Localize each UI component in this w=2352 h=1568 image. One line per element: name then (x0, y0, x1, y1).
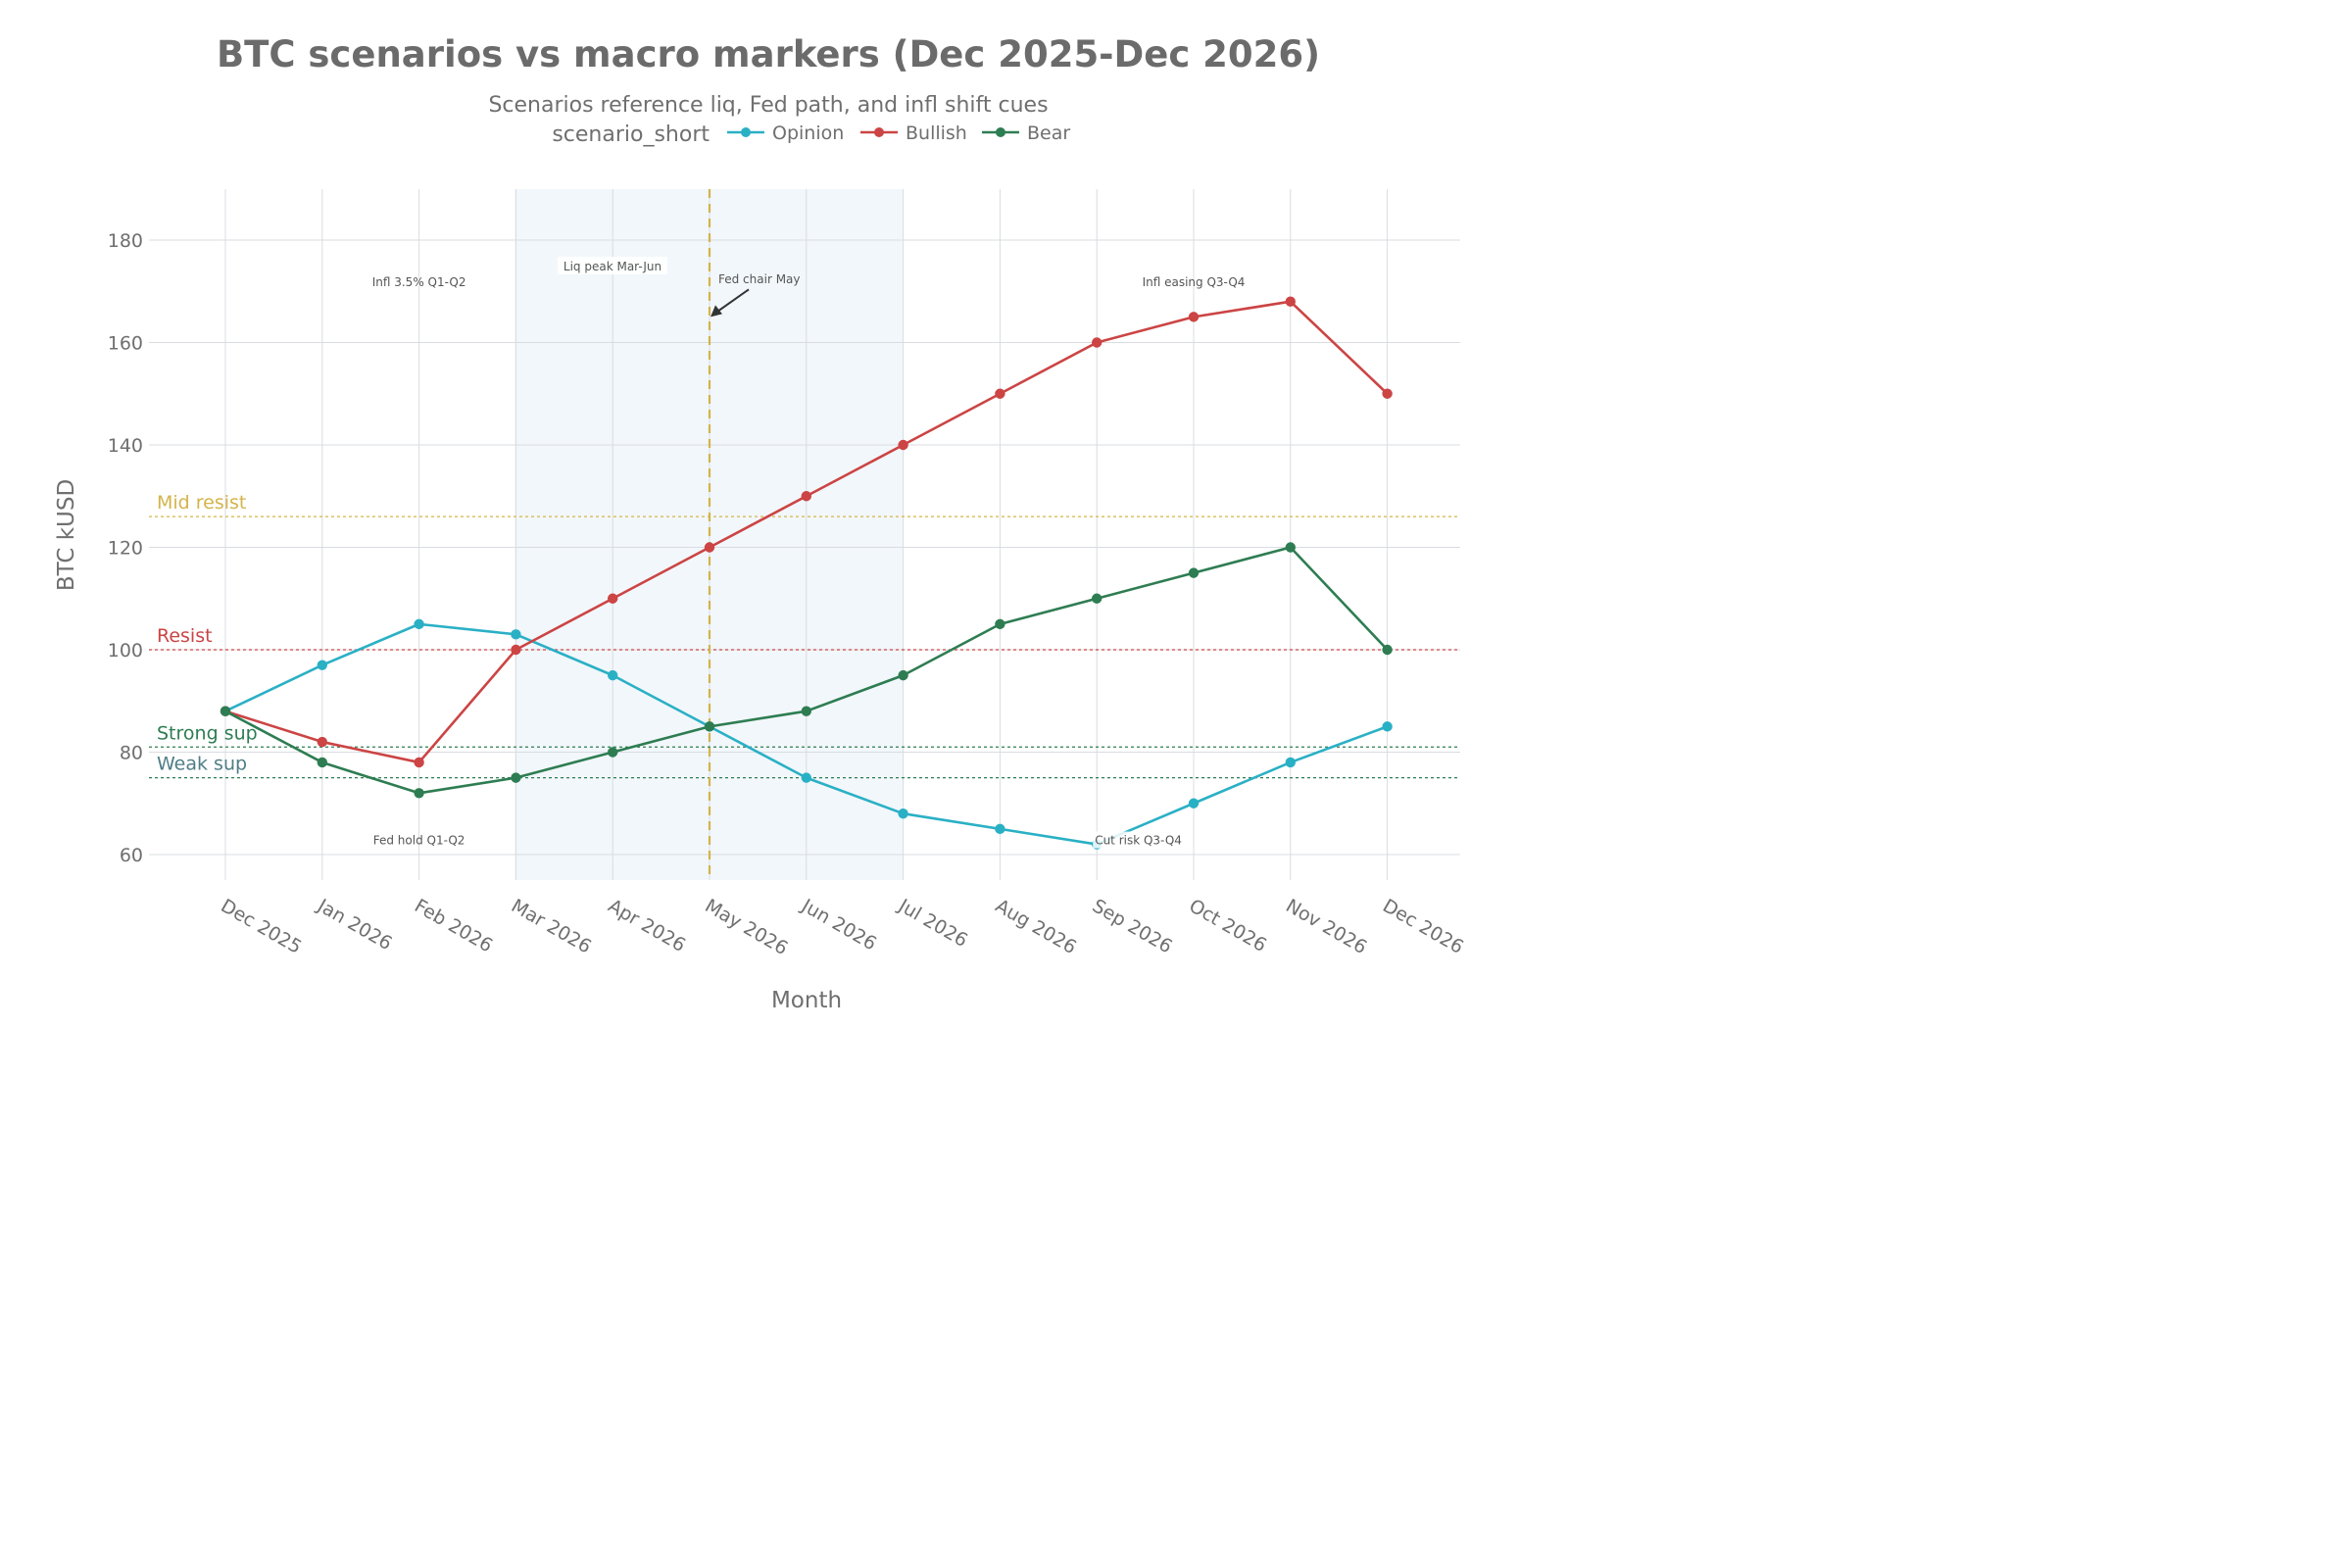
x-tick-label: Jul 2026 (894, 895, 971, 952)
x-tick-label: Feb 2026 (411, 895, 496, 956)
x-tick-labels: Dec 2025 Jan 2026 Feb 2026 Mar 2026 Apr 2026… (218, 895, 1468, 959)
x-tick-label: Mar 2026 (508, 895, 595, 957)
y-tick-label: 180 (108, 230, 143, 252)
annotation-label: Infl easing Q3-Q4 (1143, 275, 1246, 289)
data-point-opinion (608, 669, 618, 681)
x-gridlines (224, 189, 1389, 880)
level-label: Mid resist (157, 492, 246, 514)
data-point-bullish (898, 439, 908, 451)
x-tick-label: Oct 2026 (1186, 895, 1271, 956)
legend-label: Opinion (772, 122, 844, 144)
y-tick-label: 120 (108, 538, 143, 560)
data-point-opinion (995, 823, 1005, 835)
y-tick-label: 100 (108, 640, 143, 662)
data-point-bear (1188, 567, 1200, 578)
x-tick-label: Jan 2026 (313, 895, 395, 955)
data-point-opinion (898, 808, 908, 819)
data-point-bullish (1188, 312, 1200, 322)
data-point-bullish (801, 491, 811, 502)
data-point-opinion (801, 772, 811, 783)
annotation-background (1093, 831, 1188, 849)
data-point-bullish (1285, 296, 1297, 307)
shaded-region-label: Liq peak Mar-Jun (564, 260, 662, 273)
annotations: Liq peak Mar-Jun Fed chair May Infl 3.5% Q… (372, 257, 1246, 849)
data-point-opinion (1285, 757, 1297, 768)
legend-label: Bear (1027, 122, 1070, 144)
data-point-bear (1092, 593, 1102, 604)
level-label: Weak sup (157, 754, 247, 775)
chart: BTC scenarios vs macro markers (Dec 2025… (54, 33, 1468, 1013)
data-point-bear (317, 757, 327, 768)
x-tick-label: Dec 2025 (218, 895, 306, 958)
x-tick-label: Sep 2026 (1089, 895, 1176, 957)
chart-subtitle: Scenarios reference liq, Fed path, and i… (488, 93, 1048, 118)
data-point-bullish (317, 736, 327, 748)
data-point-opinion (414, 618, 424, 630)
legend: scenario_short Opinion Bullish Bear (552, 122, 1070, 147)
level-label: Strong sup (157, 722, 258, 744)
data-point-bear (704, 721, 715, 732)
x-tick-label: Aug 2026 (992, 895, 1080, 958)
annotation-label: Infl 3.5% Q1-Q2 (372, 275, 466, 289)
data-point-opinion (1188, 798, 1200, 808)
data-point-bear (414, 788, 424, 799)
series-layer (220, 296, 1393, 850)
y-tick-label: 160 (108, 333, 143, 355)
data-point-bullish (414, 757, 424, 768)
data-point-bullish (608, 593, 618, 604)
shaded-label-background (558, 257, 667, 274)
y-tick-label: 60 (120, 845, 143, 866)
x-tick-label: Apr 2026 (605, 895, 690, 956)
y-tick-label: 80 (120, 743, 143, 764)
y-tick-label: 140 (108, 435, 143, 457)
x-tick-label: Dec 2026 (1379, 895, 1467, 958)
data-point-bullish (511, 644, 521, 656)
y-axis-title: BTC kUSD (54, 479, 79, 591)
data-point-opinion (317, 660, 327, 670)
legend-swatch-marker (996, 127, 1005, 137)
data-point-bear (608, 747, 618, 758)
legend-swatch-marker (874, 127, 884, 137)
legend-title: scenario_short (552, 122, 710, 147)
x-tick-label: Jun 2026 (797, 895, 880, 956)
level-label: Resist (157, 625, 213, 647)
data-point-bear (1382, 644, 1393, 656)
data-point-bear (898, 669, 908, 681)
x-tick-label: May 2026 (702, 895, 792, 959)
data-point-opinion (511, 629, 521, 640)
annotation-label: Cut risk Q3-Q4 (1095, 834, 1182, 848)
data-point-bear (1285, 542, 1297, 553)
annotation-arrow (714, 288, 750, 315)
legend-label: Bullish (906, 122, 967, 144)
data-point-opinion (1382, 721, 1393, 732)
fed-chair-label: Fed chair May (718, 272, 801, 286)
x-axis-title: Month (771, 988, 842, 1013)
x-tick-label: Nov 2026 (1282, 895, 1370, 958)
data-point-bullish (1092, 337, 1102, 348)
data-point-bullish (704, 542, 715, 553)
data-point-bear (801, 706, 811, 716)
data-point-bear (995, 618, 1005, 630)
legend-swatch-marker (741, 127, 751, 137)
y-tick-labels: 60 80 100 120 140 160 180 (108, 230, 143, 866)
chart-title: BTC scenarios vs macro markers (Dec 2025… (217, 33, 1320, 75)
annotation-label: Fed hold Q1-Q2 (373, 834, 466, 848)
data-point-bear (511, 772, 521, 783)
data-point-bullish (1382, 388, 1393, 399)
data-point-bullish (995, 388, 1005, 399)
annotation-arrowhead (710, 305, 722, 318)
data-point-bear (220, 706, 231, 716)
